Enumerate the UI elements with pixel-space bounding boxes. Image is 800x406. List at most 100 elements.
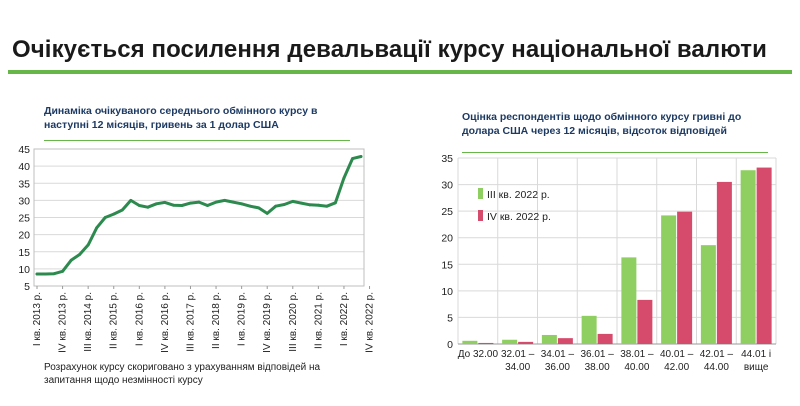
x-tick-label: IV кв. 2019 р. bbox=[262, 292, 273, 353]
data-point bbox=[129, 198, 133, 202]
data-point bbox=[112, 212, 116, 216]
data-point bbox=[35, 272, 39, 276]
y-tick-label: 35 bbox=[18, 178, 30, 190]
data-point bbox=[274, 204, 278, 208]
data-point bbox=[180, 204, 184, 207]
data-point bbox=[342, 176, 346, 180]
data-point bbox=[103, 216, 107, 219]
data-point bbox=[282, 203, 286, 206]
line-chart-title: Динаміка очікуваного середнього обмінног… bbox=[44, 105, 318, 131]
y-tick-label: 25 bbox=[441, 206, 453, 218]
x-tick-label: III кв. 2020 р. bbox=[288, 292, 299, 352]
data-point bbox=[137, 204, 141, 207]
bar-q3-2022 bbox=[462, 340, 478, 344]
data-point bbox=[316, 203, 320, 207]
y-tick-label: 35 bbox=[441, 153, 453, 165]
x-category-label: 42.00 bbox=[664, 362, 689, 373]
x-category-label: 32.01 – bbox=[501, 349, 535, 360]
y-tick-label: 10 bbox=[18, 264, 30, 276]
data-point bbox=[240, 202, 244, 206]
bar-q3-2022 bbox=[502, 339, 518, 344]
line-chart-title-rule bbox=[44, 140, 350, 141]
x-tick-label: I кв. 2016 р. bbox=[134, 292, 145, 346]
y-tick-label: 5 bbox=[447, 312, 453, 324]
data-point bbox=[265, 211, 269, 215]
data-point bbox=[154, 202, 158, 206]
data-point bbox=[257, 206, 261, 210]
data-point bbox=[69, 258, 73, 262]
x-category-label: 42.01 – bbox=[700, 349, 734, 360]
bar-q3-2022 bbox=[700, 245, 716, 344]
data-point bbox=[44, 272, 47, 276]
x-tick-label: IV кв. 2016 р. bbox=[160, 292, 171, 353]
data-point bbox=[325, 204, 329, 208]
x-tick-label: III кв. 2017 р. bbox=[185, 292, 196, 352]
x-category-label: 38.01 – bbox=[620, 349, 654, 360]
legend-label: IV кв. 2022 р. bbox=[487, 211, 551, 223]
data-point bbox=[78, 253, 82, 256]
data-point bbox=[359, 155, 363, 158]
x-tick-label: II кв. 2015 р. bbox=[109, 292, 120, 349]
x-tick-label: III кв. 2014 р. bbox=[83, 292, 94, 352]
x-tick-label: I кв. 2019 р. bbox=[237, 292, 248, 346]
data-point bbox=[61, 269, 64, 273]
data-point bbox=[86, 243, 90, 247]
data-point bbox=[163, 201, 167, 204]
data-point bbox=[206, 204, 209, 207]
x-tick-label: I кв. 2022 р. bbox=[339, 292, 350, 346]
x-category-label: 38.00 bbox=[585, 362, 610, 373]
y-tick-label: 40 bbox=[18, 161, 30, 173]
legend-label: III кв. 2022 р. bbox=[487, 189, 550, 201]
x-category-label: 44.00 bbox=[704, 362, 729, 373]
data-point bbox=[334, 201, 337, 205]
x-category-label: 36.01 – bbox=[580, 349, 614, 360]
data-point bbox=[231, 200, 235, 204]
x-category-label: 40.01 – bbox=[660, 349, 694, 360]
bar-q4-2022 bbox=[677, 211, 693, 344]
data-point bbox=[248, 204, 252, 208]
data-point bbox=[172, 203, 175, 207]
plot-frame bbox=[33, 148, 365, 287]
bar-q4-2022 bbox=[597, 333, 613, 344]
y-tick-label: 30 bbox=[441, 180, 453, 192]
x-category-label: 40.00 bbox=[624, 362, 649, 373]
data-point bbox=[351, 157, 354, 160]
title-underline bbox=[8, 70, 792, 74]
y-tick-label: 45 bbox=[18, 144, 30, 156]
bar-q3-2022 bbox=[740, 170, 756, 344]
data-point bbox=[146, 205, 150, 209]
x-category-label: 34.00 bbox=[505, 362, 530, 373]
y-tick-label: 10 bbox=[441, 286, 453, 298]
bar-q3-2022 bbox=[581, 315, 597, 344]
line-chart: 5 10 15 20 25 30 35 40 45 I кв. 2013 р. IV кв. 20… bbox=[18, 144, 376, 353]
y-tick-label: 30 bbox=[18, 195, 30, 207]
bar-chart-title-rule bbox=[462, 152, 768, 153]
bar-q4-2022 bbox=[478, 342, 494, 344]
bar-q4-2022 bbox=[557, 338, 573, 344]
bar-q3-2022 bbox=[541, 334, 557, 344]
page-title: Очікується посилення девальвації курсу н… bbox=[12, 36, 767, 63]
data-point bbox=[120, 208, 124, 212]
x-tick-label: IV кв. 2022 р. bbox=[365, 292, 376, 353]
bar-chart-title: Оцінка респондентів щодо обмінного курсу… bbox=[462, 111, 742, 137]
x-category-label: вище bbox=[744, 362, 769, 373]
x-tick-label: II кв. 2021 р. bbox=[313, 292, 324, 349]
data-point bbox=[308, 203, 312, 207]
bar-q4-2022 bbox=[756, 167, 772, 344]
data-point bbox=[189, 201, 192, 205]
legend-swatch bbox=[478, 210, 483, 221]
bar-q3-2022 bbox=[621, 257, 637, 344]
data-point bbox=[214, 200, 218, 204]
y-tick-label: 20 bbox=[18, 230, 30, 242]
x-category-label: До 32.00 bbox=[458, 349, 499, 360]
data-point bbox=[291, 200, 295, 203]
x-tick-label: I кв. 2013 р. bbox=[32, 292, 43, 346]
legend-swatch bbox=[478, 188, 483, 199]
bar-q4-2022 bbox=[716, 181, 732, 344]
data-point bbox=[95, 226, 99, 230]
bar-q3-2022 bbox=[661, 215, 677, 344]
x-tick-label: II кв. 2018 р. bbox=[211, 292, 222, 349]
data-point bbox=[299, 201, 303, 205]
y-tick-label: 5 bbox=[24, 281, 30, 293]
